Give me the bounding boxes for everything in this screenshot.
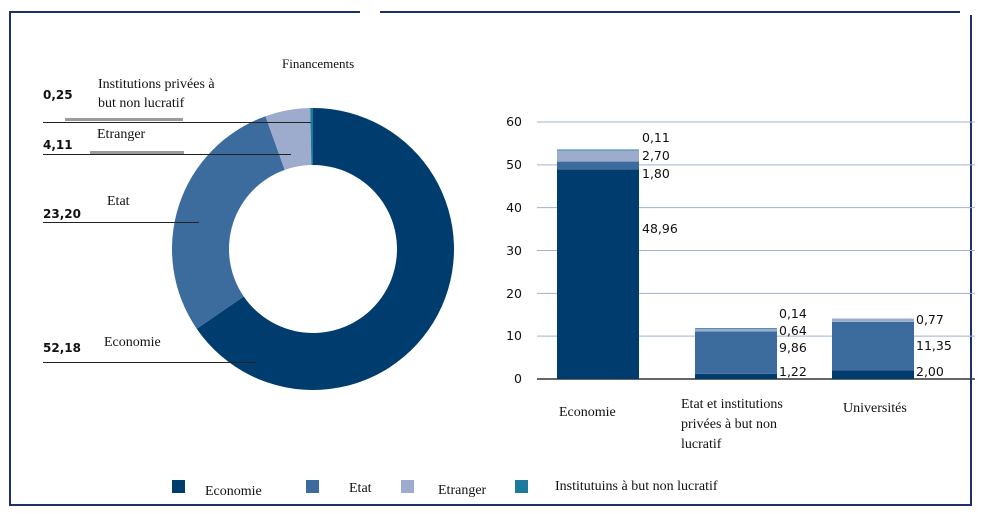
donut-value-etranger: 4,11	[43, 138, 73, 152]
x-label-etat-line2: privées à but non	[681, 417, 778, 432]
legend-swatch-etat	[306, 480, 319, 493]
bar-label-universites-etranger: 0,77	[916, 312, 944, 327]
legend-swatch-economie	[172, 480, 185, 493]
bar-etat-institutions-economie	[695, 373, 777, 379]
bar-universites-economie	[832, 370, 914, 379]
legend-label-economie: Economie	[205, 484, 262, 499]
donut-slice-economie	[196, 108, 455, 390]
donut-label-economie: Economie	[104, 335, 161, 348]
leader-line-etranger	[43, 154, 291, 155]
bar-label-economie-institutions: 0,11	[642, 130, 670, 145]
donut-label-institutions-line1: Institutions privées à	[98, 77, 215, 92]
bar-economie-economie	[557, 169, 639, 379]
bar-etat-institutions-etat	[695, 331, 777, 374]
donut-title: Financements	[282, 56, 355, 68]
bar-label-economie-etranger: 2,70	[642, 148, 670, 163]
leader-underline-gray-2	[90, 151, 184, 154]
legend-swatch-institutions	[515, 480, 528, 493]
bar-label-universites-etat: 11,35	[916, 338, 952, 353]
donut-value-institutions: 0,25	[43, 88, 73, 102]
legend-swatch-etranger	[401, 480, 414, 493]
leader-line-institutions	[43, 122, 311, 123]
bar-label-universites-economie: 2,00	[916, 364, 944, 379]
leader-line-etat	[43, 222, 199, 223]
bar-label-etat-institutions: 0,14	[779, 306, 807, 321]
figure-border	[9, 11, 972, 506]
donut-label-institutions-line2: but non lucratif	[98, 96, 185, 111]
bar-etat-institutions-etranger	[695, 328, 777, 332]
donut-value-etat: 23,20	[43, 207, 81, 221]
legend-label-etat: Etat	[349, 481, 372, 496]
x-label-universites: Universités	[843, 401, 907, 414]
y-tick-30: 30	[506, 243, 522, 258]
y-tick-10: 10	[506, 328, 522, 343]
x-label-etat-line3: lucratif	[681, 437, 722, 452]
bar-label-etat-economie: 1,22	[779, 364, 807, 379]
bar-universites-etat	[832, 321, 914, 371]
bar-label-etat-etranger: 0,64	[779, 323, 807, 338]
legend-label-institutions: Institutuins à but non lucratif	[555, 479, 718, 494]
bar-economie-institutions	[557, 149, 639, 151]
y-tick-50: 50	[506, 157, 522, 172]
y-tick-60: 60	[506, 114, 522, 129]
legend-label-etranger: Etranger	[438, 483, 487, 498]
leader-underline-gray-1	[65, 118, 183, 121]
donut-slice-etat	[171, 116, 285, 329]
y-tick-0: 0	[514, 371, 522, 386]
bar-universites-etranger	[832, 318, 914, 322]
leader-line-economie	[43, 362, 255, 363]
donut-slice-etranger	[265, 108, 312, 170]
x-label-economie: Economie	[559, 405, 616, 417]
bar-economie-etranger	[557, 150, 639, 162]
bar-label-etat-etat: 9,86	[779, 340, 807, 355]
donut-label-etranger: Etranger	[97, 127, 146, 142]
bar-etat-institutions-institutions	[695, 328, 777, 329]
bar-economie-etat	[557, 161, 639, 170]
donut-value-economie: 52,18	[43, 341, 81, 355]
x-label-etat-line1: Etat et institutions	[681, 397, 783, 412]
donut-label-etat: Etat	[107, 194, 130, 209]
bar-label-economie-etat: 1,80	[642, 166, 670, 181]
y-tick-20: 20	[506, 286, 522, 301]
bar-label-economie-economie: 48,96	[642, 221, 678, 236]
y-tick-40: 40	[506, 200, 522, 215]
